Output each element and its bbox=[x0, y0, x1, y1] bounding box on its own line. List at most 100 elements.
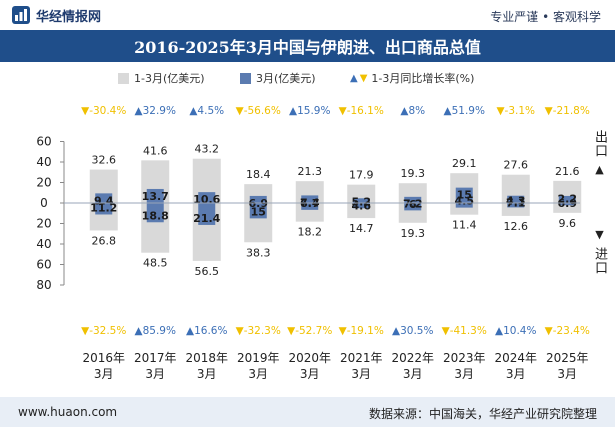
import-cumulative-bar bbox=[553, 203, 582, 213]
y-axis-tick-label: 60 bbox=[36, 258, 51, 272]
export-monthly-bar bbox=[95, 193, 113, 203]
export-cumulative-label: 29.1 bbox=[452, 157, 477, 170]
export-monthly-label: 13.7 bbox=[142, 190, 169, 203]
import-monthly-label: 4.5 bbox=[455, 195, 475, 208]
legend: 1-3月(亿美元) 3月(亿美元) ▲ ▼ 1-3月同比增长率(%) bbox=[0, 70, 615, 88]
import-growth-label: ▲16.6% bbox=[186, 325, 227, 337]
x-axis-category-label: 3月 bbox=[454, 367, 474, 381]
y-axis-tick-label: 80 bbox=[36, 278, 51, 292]
legend-up-triangle-icon: ▲ bbox=[350, 72, 358, 84]
export-monthly-bar bbox=[198, 192, 216, 203]
import-monthly-bar bbox=[198, 203, 216, 225]
import-monthly-bar bbox=[455, 203, 473, 208]
import-cumulative-label: 48.5 bbox=[143, 257, 168, 270]
x-axis-category-label: 2016年 bbox=[82, 351, 125, 365]
export-cumulative-label: 43.2 bbox=[195, 143, 220, 156]
import-cumulative-label: 38.3 bbox=[246, 246, 271, 259]
x-axis-category-label: 2024年 bbox=[494, 351, 537, 365]
x-axis-category-label: 3月 bbox=[300, 367, 320, 381]
import-cumulative-label: 19.3 bbox=[401, 227, 426, 240]
export-growth-label: ▼-3.1% bbox=[496, 105, 535, 117]
footer: www.huaon.com 数据来源：中国海关，华经产业研究院整理 bbox=[0, 397, 615, 427]
export-monthly-bar bbox=[507, 195, 525, 203]
x-axis-category-label: 3月 bbox=[351, 367, 371, 381]
import-cumulative-label: 9.6 bbox=[559, 217, 577, 230]
legend-swatch-monthly bbox=[240, 72, 251, 84]
legend-monthly: 3月(亿美元) bbox=[240, 70, 316, 86]
footer-source: 数据来源：中国海关，华经产业研究院整理 bbox=[368, 407, 597, 421]
import-growth-label: ▲10.4% bbox=[495, 325, 536, 337]
import-growth-label: ▼-52.7% bbox=[287, 325, 332, 337]
import-monthly-bar bbox=[249, 203, 267, 219]
legend-label-growth: 1-3月同比增长率(%) bbox=[371, 72, 475, 85]
import-monthly-label: 7.2 bbox=[403, 197, 423, 210]
export-monthly-bar bbox=[352, 198, 370, 203]
legend-label-monthly: 3月(亿美元) bbox=[256, 72, 316, 85]
import-growth-label: ▼-19.1% bbox=[339, 325, 384, 337]
import-growth-label: ▼-32.5% bbox=[81, 325, 126, 337]
legend-down-triangle-icon: ▼ bbox=[359, 72, 368, 84]
title-bar: 2016-2025年3月中国与伊朗进、出口商品总值 bbox=[0, 30, 615, 62]
export-monthly-label: 9.4 bbox=[94, 194, 114, 207]
y-axis-tick-label: 60 bbox=[36, 135, 51, 149]
x-axis-category-label: 2020年 bbox=[288, 351, 331, 365]
export-side-label: 出口 ▲ bbox=[590, 130, 609, 177]
export-cumulative-label: 21.3 bbox=[298, 165, 323, 178]
export-monthly-bar bbox=[455, 187, 473, 203]
x-axis-category-label: 2021年 bbox=[340, 351, 383, 365]
y-axis-tick-label: 20 bbox=[36, 176, 51, 190]
export-growth-label: ▲4.5% bbox=[189, 105, 224, 117]
brand-logo[interactable]: 华经情报网 bbox=[12, 6, 101, 25]
import-monthly-bar bbox=[301, 203, 319, 210]
import-growth-label: ▼-23.4% bbox=[545, 325, 590, 337]
import-monthly-label: 18.8 bbox=[142, 209, 169, 222]
x-axis-category-label: 2025年 bbox=[546, 351, 589, 365]
export-growth-label: ▼-56.6% bbox=[236, 105, 281, 117]
export-monthly-label: 15 bbox=[457, 189, 472, 202]
import-monthly-bar bbox=[558, 203, 576, 206]
footer-url[interactable]: www.huaon.com bbox=[18, 405, 118, 419]
x-axis-category-label: 2018年 bbox=[185, 351, 228, 365]
x-axis-category-label: 3月 bbox=[506, 367, 526, 381]
import-monthly-label: 5.2 bbox=[352, 195, 372, 208]
export-cumulative-label: 27.6 bbox=[504, 159, 529, 172]
export-up-triangle-icon: ▲ bbox=[593, 163, 606, 178]
import-cumulative-label: 56.5 bbox=[195, 265, 220, 278]
y-axis-tick-label: 20 bbox=[36, 217, 51, 231]
export-growth-label: ▲15.9% bbox=[289, 105, 330, 117]
import-growth-label: ▼-41.3% bbox=[442, 325, 487, 337]
import-monthly-label: 2.2 bbox=[558, 192, 578, 205]
export-growth-label: ▲51.9% bbox=[444, 105, 485, 117]
export-monthly-label: 6 bbox=[409, 198, 417, 211]
export-monthly-label: 10.6 bbox=[193, 193, 220, 206]
import-down-triangle-icon: ▼ bbox=[593, 228, 606, 242]
chart: 60 40 20 0 20 40 60 80 32.6 26.8 9.411.2 ▼-30.4% ▼-3… bbox=[36, 105, 590, 381]
import-monthly-label: 21.4 bbox=[193, 212, 220, 225]
export-cumulative-label: 32.6 bbox=[92, 154, 117, 167]
x-axis-category-label: 3月 bbox=[197, 367, 217, 381]
x-axis-category-label: 3月 bbox=[557, 367, 577, 381]
import-growth-label: ▼-32.3% bbox=[236, 325, 281, 337]
import-monthly-bar bbox=[507, 203, 525, 208]
slogan: 专业严谨 • 客观科学 bbox=[490, 10, 601, 24]
export-monthly-bar bbox=[146, 188, 164, 203]
x-axis-category-label: 3月 bbox=[248, 367, 268, 381]
export-growth-label: ▼-21.8% bbox=[545, 105, 590, 117]
x-axis-category-label: 2022年 bbox=[391, 351, 434, 365]
brand-logo-icon bbox=[12, 6, 30, 24]
y-axis-tick-label: 0 bbox=[40, 196, 48, 210]
import-monthly-bar bbox=[95, 203, 113, 215]
export-cumulative-label: 18.4 bbox=[246, 168, 271, 181]
legend-growth: ▲ ▼ 1-3月同比增长率(%) bbox=[350, 70, 474, 86]
import-side-text: 进口 bbox=[592, 247, 607, 276]
import-monthly-bar bbox=[352, 203, 370, 209]
top-bar: 华经情报网 专业严谨 • 客观科学 bbox=[0, 0, 615, 30]
export-cumulative-label: 17.9 bbox=[349, 169, 374, 182]
x-axis-category-label: 2023年 bbox=[443, 351, 486, 365]
y-axis-tick-label: 40 bbox=[36, 155, 51, 169]
import-monthly-bar bbox=[404, 203, 422, 211]
x-axis-category-label: 3月 bbox=[145, 367, 165, 381]
legend-label-cumulative: 1-3月(亿美元) bbox=[134, 72, 205, 85]
import-cumulative-label: 11.4 bbox=[452, 219, 477, 232]
import-growth-label: ▲30.5% bbox=[392, 325, 433, 337]
